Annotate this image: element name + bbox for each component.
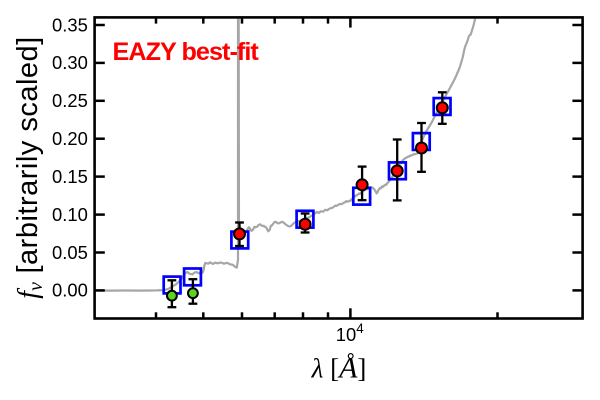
svg-text:0.15: 0.15 (52, 166, 88, 187)
svg-text:fν [arbitrarily scaled]: fν [arbitrarily scaled] (12, 36, 47, 298)
svg-text:0.25: 0.25 (52, 90, 88, 111)
svg-text:λ [Å]: λ [Å] (311, 352, 367, 385)
svg-text:0.20: 0.20 (52, 128, 88, 149)
svg-text:0.00: 0.00 (52, 280, 88, 301)
svg-text:0.05: 0.05 (52, 242, 88, 263)
svg-text:0.10: 0.10 (52, 204, 88, 225)
svg-text:0.30: 0.30 (52, 52, 88, 73)
svg-text:EAZY best-fit: EAZY best-fit (113, 38, 260, 66)
svg-text:0.35: 0.35 (52, 14, 88, 35)
